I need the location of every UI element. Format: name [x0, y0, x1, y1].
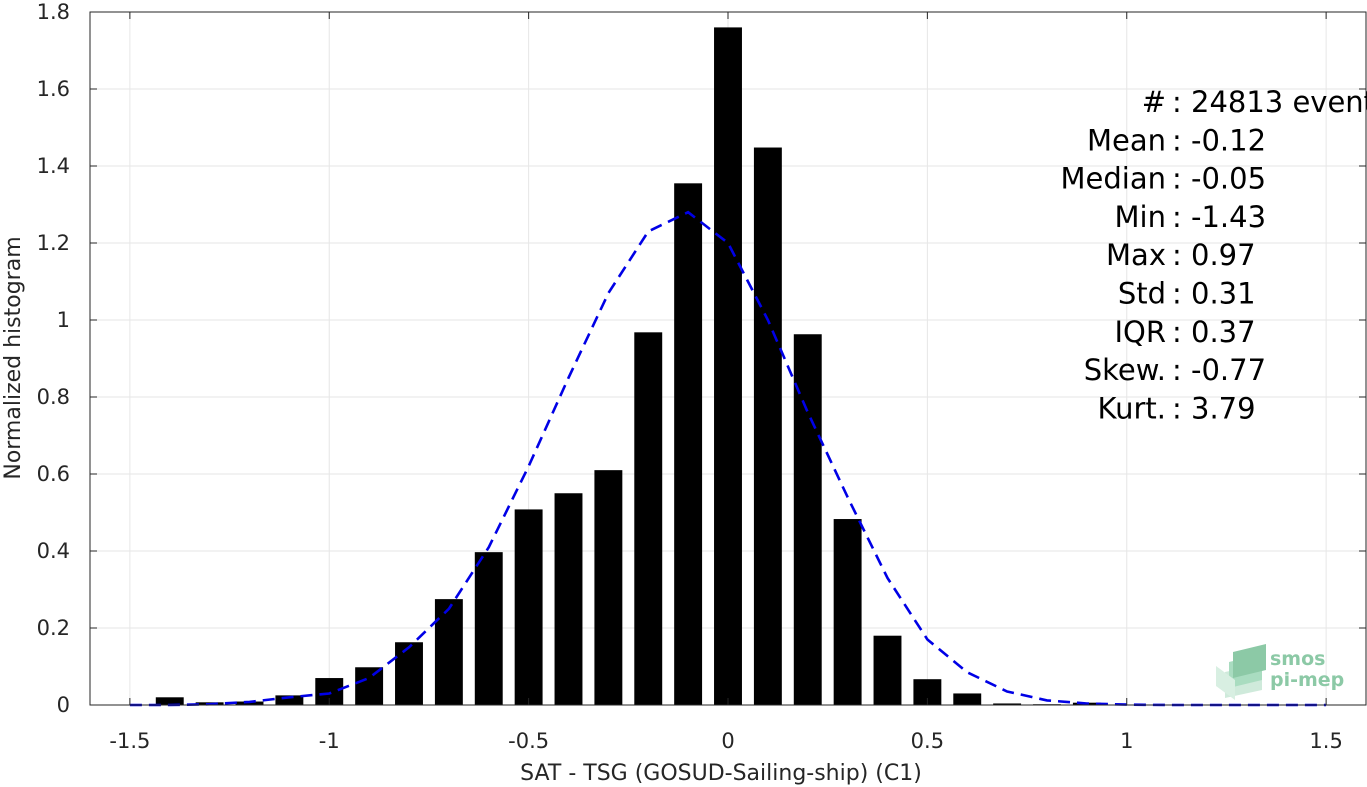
- stat-label-3: Min: [1115, 200, 1166, 234]
- x-tick-label-0: -1.5: [109, 729, 150, 753]
- y-axis-label: Normalized histogram: [1, 236, 26, 479]
- bar-2: [235, 701, 264, 705]
- histogram-bars: [155, 27, 1141, 705]
- stat-label-2: Median: [1061, 162, 1166, 196]
- stat-value-1: : -0.12: [1172, 123, 1266, 157]
- bar-12: [634, 332, 663, 705]
- bar-10: [554, 493, 583, 705]
- stat-value-4: : 0.97: [1172, 238, 1256, 272]
- bar-21: [993, 703, 1022, 705]
- x-tick-label-4: 0.5: [911, 729, 944, 753]
- y-tick-label-6: 1.2: [37, 231, 70, 255]
- bar-3: [275, 695, 304, 705]
- bar-5: [355, 667, 384, 705]
- smos-pimep-logo: smos pi-mep: [1216, 644, 1344, 700]
- bar-6: [395, 642, 423, 705]
- stat-value-5: : 0.31: [1172, 277, 1256, 311]
- y-tick-label-1: 0.2: [37, 616, 70, 640]
- stat-label-5: Std: [1118, 277, 1166, 311]
- y-tick-label-2: 0.4: [37, 539, 70, 563]
- bar-13: [674, 183, 703, 705]
- stat-value-0: : 24813 events: [1172, 85, 1367, 119]
- bar-8: [474, 552, 503, 705]
- y-tick-label-0: 0: [57, 693, 70, 717]
- y-tick-label-8: 1.6: [37, 77, 70, 101]
- stat-value-7: : -0.77: [1172, 353, 1266, 387]
- x-axis-label: SAT - TSG (GOSUD-Sailing-ship) (C1): [520, 761, 922, 786]
- bar-18: [873, 635, 902, 705]
- x-tick-label-3: 0: [721, 729, 734, 753]
- logo-text-pimep: pi-mep: [1270, 669, 1344, 691]
- bar-16: [793, 334, 822, 705]
- stat-value-8: : 3.79: [1172, 391, 1256, 425]
- stat-value-3: : -1.43: [1172, 200, 1266, 234]
- stat-value-2: : -0.05: [1172, 162, 1266, 196]
- logo-text-smos: smos: [1270, 648, 1325, 670]
- y-tick-label-9: 1.8: [37, 0, 70, 24]
- bar-20: [953, 693, 982, 705]
- stat-label-8: Kurt.: [1098, 391, 1166, 425]
- bar-0: [155, 697, 184, 705]
- stat-label-0: #: [1142, 85, 1166, 119]
- x-tick-label-6: 1.5: [1309, 729, 1342, 753]
- y-tick-label-7: 1.4: [37, 154, 70, 178]
- y-tick-label-5: 1: [57, 308, 70, 332]
- y-tick-label-3: 0.6: [37, 462, 70, 486]
- bar-15: [753, 147, 782, 705]
- axis-ticks: -1.5 -1 -0.5 0 0.5 1 1.5 0 0.2 0.4 0.6 0.8 1 1.2 1.4 1.…: [37, 0, 1366, 753]
- bar-9: [514, 509, 543, 705]
- y-tick-label-4: 0.8: [37, 385, 70, 409]
- x-tick-label-2: -0.5: [508, 729, 549, 753]
- bar-11: [594, 470, 623, 705]
- stat-label-7: Skew.: [1084, 353, 1166, 387]
- bar-17: [833, 519, 862, 705]
- stat-label-6: IQR: [1114, 315, 1166, 349]
- x-tick-label-5: 1: [1120, 729, 1133, 753]
- x-tick-label-1: -1: [319, 729, 340, 753]
- stat-label-4: Max: [1106, 238, 1166, 272]
- stat-label-1: Mean: [1087, 123, 1166, 157]
- bar-7: [434, 599, 463, 705]
- bar-14: [714, 27, 742, 705]
- stat-value-6: : 0.37: [1172, 315, 1256, 349]
- logo-layers-icon: [1216, 644, 1266, 700]
